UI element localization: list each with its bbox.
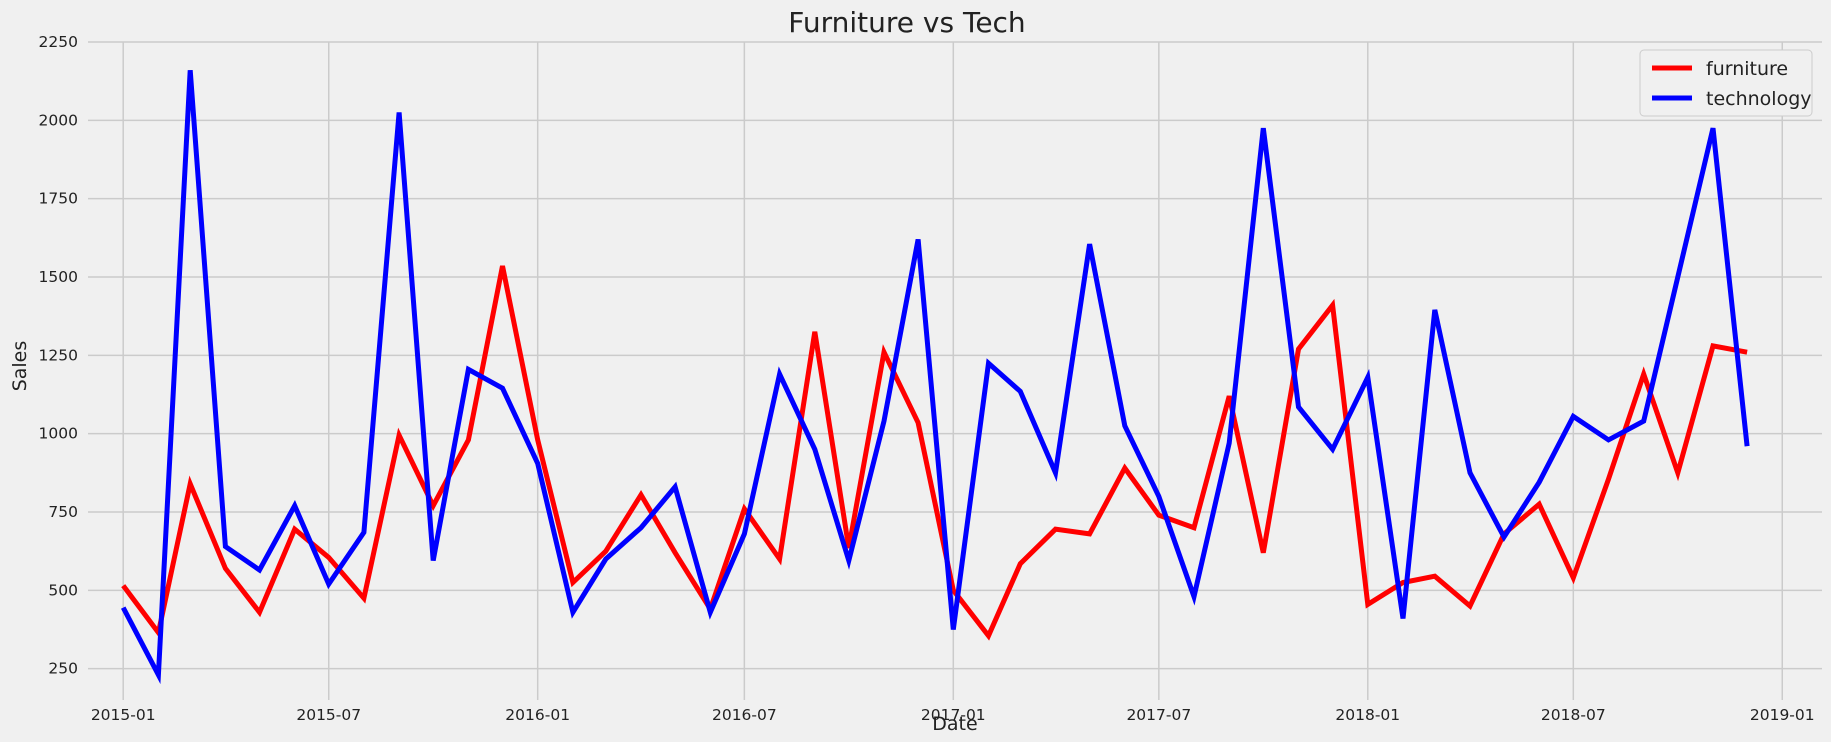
x-tick-label: 2018-01 [1335,706,1400,724]
tick-labels: 250 500 750 1000 1250 1500 1750 2000 2250 2015-01… [39,33,1815,724]
x-tick-label: 2017-07 [1126,706,1191,724]
y-tick-label: 2250 [39,33,78,51]
series-line-technology [120,70,1750,685]
legend: furniture technology [1639,49,1813,117]
y-tick-label: 2000 [39,111,78,129]
x-tick-label: 2018-07 [1541,706,1606,724]
legend-label-furniture: furniture [1706,58,1788,80]
y-axis-label: Sales [9,341,31,392]
series-line-furniture [121,265,1748,641]
series-lines [120,70,1750,685]
chart-title: Furniture vs Tech [788,6,1025,39]
legend-label-technology: technology [1706,88,1812,110]
y-tick-label: 1000 [39,425,78,443]
x-tick-label: 2016-01 [505,706,570,724]
y-tick-label: 1750 [39,190,78,208]
x-tick-label: 2015-07 [296,706,361,724]
y-tick-label: 1250 [39,346,78,364]
y-tick-label: 750 [48,503,78,521]
y-tick-label: 1500 [39,268,78,286]
y-tick-label: 500 [48,581,78,599]
x-tick-label: 2019-01 [1750,706,1815,724]
x-tick-label: 2017-01 [921,706,986,724]
x-axis-label: Date [932,713,977,735]
y-tick-label: 250 [48,660,78,678]
x-tick-label: 2016-07 [712,706,777,724]
x-tick-label: 2015-01 [91,706,156,724]
